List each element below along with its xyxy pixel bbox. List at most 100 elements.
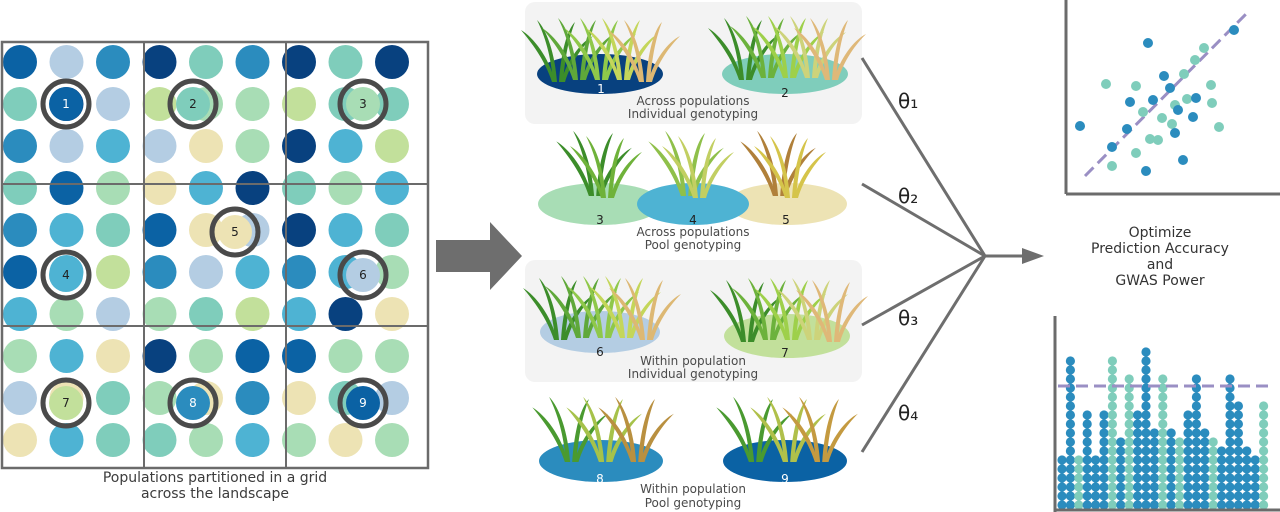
gwas-dot [1158,401,1168,411]
gwas-dot [1225,428,1235,438]
gwas-dot [1225,392,1235,402]
population-dot [375,129,409,163]
gwas-dot [1149,437,1159,447]
selected-population: 9 [337,377,389,429]
selected-populations: 1 2 3 4 5 6 7 8 9 [40,78,389,429]
strategy-caption-line1: Across populations [636,94,749,108]
gwas-dot [1191,455,1201,465]
gwas-dot [1141,356,1151,366]
population-label: 1 [597,82,605,96]
gwas-dot [1259,500,1269,510]
gwas-dot [1099,455,1109,465]
population-dot [328,45,363,79]
gwas-dot [1099,419,1109,429]
gwas-dot [1175,446,1185,456]
gwas-dot [1242,464,1252,474]
gwas-dot [1225,374,1235,384]
strategy-4: 8 9 Within population Pool genotyping [532,396,858,510]
gwas-dot [1217,446,1227,456]
strategy-2: 3 4 5 Across populations Pool genotyping [538,130,847,252]
gwas-dot [1141,446,1151,456]
gwas-dot [1158,419,1168,429]
population-dot [3,45,37,79]
gwas-dot [1107,446,1117,456]
selected-population-label: 1 [62,97,70,111]
population-dot [49,45,84,79]
gwas-dot [1149,428,1159,438]
strategy-3: 6 7 Within population Individual genotyp… [523,276,868,381]
gwas-dot [1233,455,1243,465]
strategy-caption-line1: Within population [640,354,746,368]
gwas-dot [1082,437,1092,447]
gwas-dot [1057,491,1067,501]
population-dot [96,213,130,247]
gwas-dot [1259,437,1269,447]
scatter-point [1157,113,1167,123]
population-dot [96,171,130,205]
scatter-point [1159,71,1169,81]
gwas-dot [1082,482,1092,492]
gwas-dot [1116,455,1126,465]
population-dot [3,129,37,163]
selection-ring [40,377,92,429]
selected-population-label: 8 [189,396,197,410]
scatter-point [1141,166,1151,176]
gwas-dot [1124,437,1134,447]
scatter-point [1206,80,1216,90]
gwas-dot [1107,482,1117,492]
gwas-dot [1225,473,1235,483]
selected-population: 6 [337,249,389,301]
gwas-dot [1116,437,1126,447]
gwas-dot [1259,482,1269,492]
population-dot [142,129,177,163]
grid-caption-line1: Populations partitioned in a grid [103,470,327,486]
scatter-point [1182,94,1192,104]
gwas-dot [1166,437,1176,447]
selection-ring [40,249,92,301]
scatter-point [1188,112,1198,122]
gwas-dot [1183,455,1193,465]
scatter-trend-line [1083,10,1250,178]
gwas-dot [1158,464,1168,474]
gwas-dot [1225,464,1235,474]
gwas-dot [1141,401,1151,411]
gwas-dot [1158,392,1168,402]
gwas-dot [1158,491,1168,501]
gwas-dot [1124,401,1134,411]
gwas-dot [1259,401,1269,411]
gwas-dot [1208,500,1218,510]
selected-population-label: 3 [359,97,367,111]
gwas-dot [1200,500,1210,510]
gwas-dot [1217,482,1227,492]
gwas-dot [1133,428,1143,438]
scatter-point [1191,93,1201,103]
gwas-dot [1133,410,1143,420]
gwas-dot [1183,428,1193,438]
gwas-dot [1166,500,1176,510]
gwas-dot [1233,428,1243,438]
scatter-point [1107,142,1117,152]
landscape-grid-lines [0,40,430,470]
selection-ring [337,78,389,130]
gwas-dot [1082,419,1092,429]
gwas-dot [1225,491,1235,501]
gwas-dot [1225,482,1235,492]
strategy-1: 1 2 Across populations Individual genoty… [521,16,866,121]
scatter-point [1167,119,1177,129]
gwas-dot [1217,455,1227,465]
scatter-point [1214,122,1224,132]
population-dot [142,297,177,331]
selection-ring [40,78,92,130]
gwas-dot [1141,437,1151,447]
gwas-dot [1149,464,1159,474]
gwas-dot [1233,473,1243,483]
scatter-points [1075,25,1239,176]
gwas-dot [1141,455,1151,465]
gwas-dot [1099,473,1109,483]
population-dot [189,255,223,289]
gwas-dot [1225,455,1235,465]
gwas-dot [1259,446,1269,456]
population-dot [282,255,316,289]
scatter-point [1101,79,1111,89]
gwas-dot [1124,446,1134,456]
